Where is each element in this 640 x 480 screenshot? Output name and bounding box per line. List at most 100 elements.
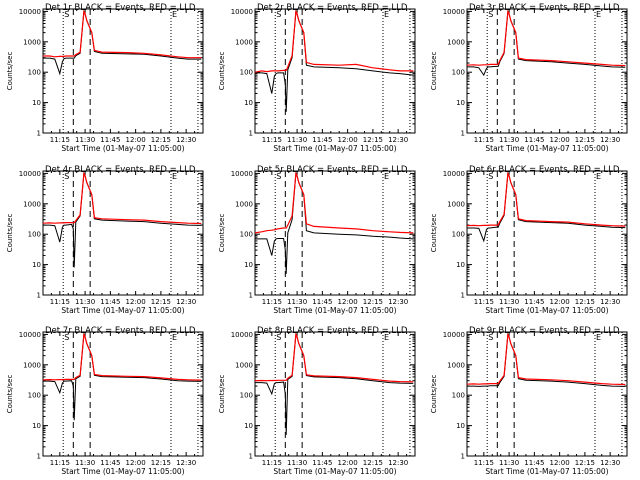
y-tick-label: 1	[37, 453, 41, 461]
y-tick-label: 1000	[235, 361, 253, 369]
y-axis-label: Counts/sec	[430, 52, 438, 91]
x-tick-label: 11:30	[287, 298, 307, 306]
x-tick-label: 11:45	[312, 136, 332, 144]
x-axis-label: Start Time (01-May-07 11:05:00)	[485, 467, 608, 476]
y-tick-label: 1000	[447, 361, 465, 369]
y-tick-label: 1	[461, 130, 465, 138]
x-tick-label: 12:30	[176, 136, 196, 144]
y-tick-label: 1000	[23, 38, 41, 46]
y-tick-label: 100	[240, 231, 253, 239]
x-tick-label: 12:15	[363, 136, 383, 144]
x-tick-label: 12:00	[126, 136, 146, 144]
x-tick-label: 11:15	[50, 298, 70, 306]
x-tick-label: 11:45	[312, 298, 332, 306]
x-axis-label: Start Time (01-May-07 11:05:00)	[61, 306, 184, 315]
x-tick-label: 12:15	[151, 136, 171, 144]
y-tick-label: 100	[452, 69, 465, 77]
x-tick-label: 11:30	[75, 459, 95, 467]
y-tick-label: 10000	[443, 8, 465, 16]
y-tick-label: 1	[249, 292, 253, 300]
x-tick-label: 11:30	[499, 136, 519, 144]
x-tick-label: 12:30	[388, 136, 408, 144]
x-tick-label: 11:45	[524, 298, 544, 306]
panel-title: Det 1r BLACK = Events, RED = LLD	[45, 3, 196, 13]
x-tick-label: 12:30	[600, 136, 620, 144]
y-tick-label: 1000	[235, 38, 253, 46]
x-tick-label: 12:15	[363, 298, 383, 306]
x-tick-label: 12:30	[176, 298, 196, 306]
x-tick-label: 12:00	[550, 136, 570, 144]
y-axis-label: Counts/sec	[6, 375, 14, 414]
x-tick-label: 12:15	[575, 459, 595, 467]
x-axis-label: Start Time (01-May-07 11:05:00)	[273, 144, 396, 153]
x-axis-label: Start Time (01-May-07 11:05:00)	[61, 144, 184, 153]
panel-title: Det 7r BLACK = Events, RED = LLD	[45, 326, 196, 336]
y-tick-label: 1000	[23, 200, 41, 208]
y-tick-label: 10000	[231, 8, 253, 16]
y-tick-label: 1	[37, 292, 41, 300]
x-tick-label: 12:00	[338, 136, 358, 144]
panel-title: Det 5r BLACK = Events, RED = LLD	[257, 165, 408, 175]
x-tick-label: 11:45	[100, 298, 120, 306]
panel-title: Det 8r BLACK = Events, RED = LLD	[257, 326, 408, 336]
x-tick-label: 12:00	[126, 459, 146, 467]
y-axis-label: Counts/sec	[218, 214, 226, 253]
y-axis-label: Counts/sec	[218, 52, 226, 91]
y-tick-label: 100	[28, 69, 41, 77]
panel-title: Det 9r BLACK = Events, RED = LLD	[469, 326, 620, 336]
y-axis-label: Counts/sec	[6, 214, 14, 253]
y-tick-label: 1	[249, 453, 253, 461]
x-tick-label: 12:00	[338, 298, 358, 306]
x-tick-label: 11:30	[499, 298, 519, 306]
y-tick-label: 100	[28, 231, 41, 239]
y-tick-label: 100	[452, 392, 465, 400]
x-tick-label: 12:00	[550, 298, 570, 306]
y-tick-label: 10000	[19, 331, 41, 339]
x-tick-label: 11:15	[50, 136, 70, 144]
y-tick-label: 1	[37, 130, 41, 138]
panel-title: Det 4r BLACK = Events, RED = LLD	[45, 165, 196, 175]
x-tick-label: 11:45	[312, 459, 332, 467]
y-tick-label: 1000	[447, 200, 465, 208]
y-tick-label: 10	[32, 261, 41, 269]
x-tick-label: 12:30	[388, 459, 408, 467]
y-tick-label: 1000	[447, 38, 465, 46]
y-tick-label: 10000	[443, 170, 465, 178]
y-axis-label: Counts/sec	[430, 214, 438, 253]
x-axis-label: Start Time (01-May-07 11:05:00)	[485, 144, 608, 153]
x-tick-label: 11:15	[262, 459, 282, 467]
x-tick-label: 12:30	[600, 459, 620, 467]
y-tick-label: 10000	[19, 170, 41, 178]
x-tick-label: 11:45	[100, 136, 120, 144]
y-tick-label: 10	[244, 261, 253, 269]
y-axis-label: Counts/sec	[430, 375, 438, 414]
x-axis-label: Start Time (01-May-07 11:05:00)	[273, 467, 396, 476]
y-tick-label: 1	[249, 130, 253, 138]
x-tick-label: 12:00	[338, 459, 358, 467]
x-axis-label: Start Time (01-May-07 11:05:00)	[61, 467, 184, 476]
y-tick-label: 10	[32, 99, 41, 107]
x-tick-label: 11:15	[474, 459, 494, 467]
y-tick-label: 10000	[443, 331, 465, 339]
y-tick-label: 10	[456, 422, 465, 430]
x-tick-label: 12:15	[363, 459, 383, 467]
x-tick-label: 11:45	[100, 459, 120, 467]
x-tick-label: 11:45	[524, 459, 544, 467]
y-tick-label: 1	[461, 292, 465, 300]
x-axis-label: Start Time (01-May-07 11:05:00)	[273, 306, 396, 315]
x-axis-label: Start Time (01-May-07 11:05:00)	[485, 306, 608, 315]
x-tick-label: 11:30	[499, 459, 519, 467]
x-tick-label: 12:00	[126, 298, 146, 306]
y-tick-label: 100	[28, 392, 41, 400]
y-axis-label: Counts/sec	[6, 52, 14, 91]
panel-title: Det 6r BLACK = Events, RED = LLD	[469, 165, 620, 175]
x-tick-label: 12:15	[575, 298, 595, 306]
x-tick-label: 12:15	[151, 298, 171, 306]
y-tick-label: 10	[244, 422, 253, 430]
y-tick-label: 10	[456, 99, 465, 107]
x-tick-label: 11:15	[262, 136, 282, 144]
x-tick-label: 12:30	[388, 298, 408, 306]
y-tick-label: 10	[32, 422, 41, 430]
y-tick-label: 1000	[23, 361, 41, 369]
